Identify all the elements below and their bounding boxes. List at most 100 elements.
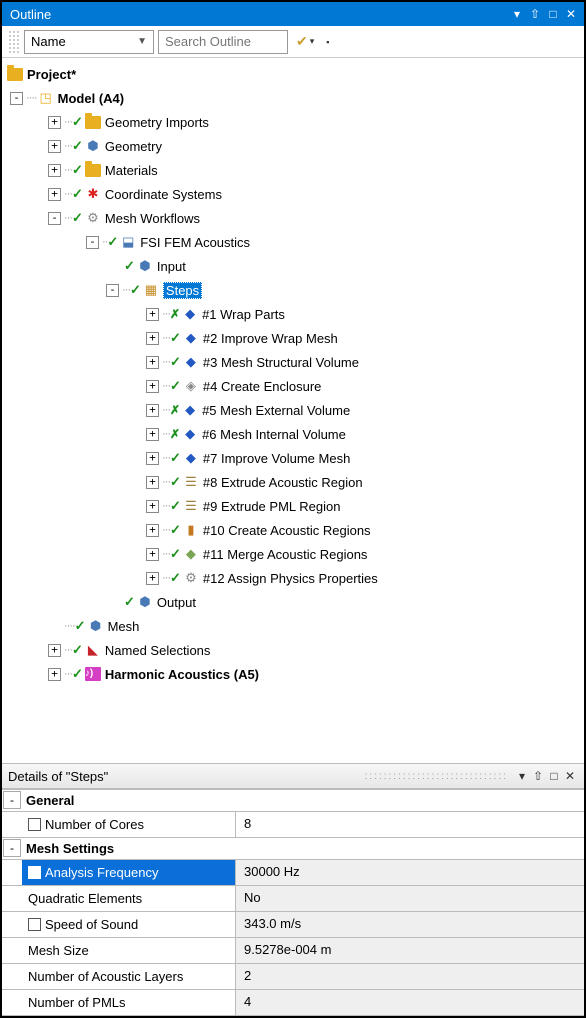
output-label: Output <box>157 595 196 610</box>
tree-step-2[interactable]: +··· ✓ ◆ #2 Improve Wrap Mesh <box>6 326 580 350</box>
input-label: Input <box>157 259 186 274</box>
expander[interactable]: + <box>146 356 159 369</box>
chevron-down-icon: ▼ <box>137 36 147 47</box>
tree-step-1[interactable]: +··· ✗ ◆ #1 Wrap Parts <box>6 302 580 326</box>
check-icon: ✗ <box>170 427 180 441</box>
outline-tree[interactable]: Project* - ···· ◳ Model (A4) + ··· ✓ Geo… <box>2 58 584 763</box>
expander[interactable]: - <box>48 212 61 225</box>
drag-dots-icon[interactable]: :::::::::::::::::::::::::::::: <box>365 771 508 782</box>
tree-step-10[interactable]: +··· ✓ ▮ #10 Create Acoustic Regions <box>6 518 580 542</box>
prop-value[interactable]: 30000 Hz <box>236 860 584 885</box>
expander[interactable]: + <box>146 332 159 345</box>
expander[interactable]: - <box>86 236 99 249</box>
section-general[interactable]: - General <box>2 790 584 812</box>
prop-value[interactable]: 2 <box>236 964 584 989</box>
selection-icon: ◣ <box>84 641 102 659</box>
tree-step-3[interactable]: +··· ✓ ◆ #3 Mesh Structural Volume <box>6 350 580 374</box>
tree-step-11[interactable]: +··· ✓ ◆ #11 Merge Acoustic Regions <box>6 542 580 566</box>
tree-mesh[interactable]: ···· ✓ ⬢ Mesh <box>6 614 580 638</box>
tree-step-8[interactable]: +··· ✓ ☰ #8 Extrude Acoustic Region <box>6 470 580 494</box>
collapse-icon[interactable]: - <box>3 791 21 809</box>
prop-value[interactable]: 8 <box>236 812 584 837</box>
expander[interactable]: + <box>48 140 61 153</box>
expander[interactable]: + <box>146 524 159 537</box>
expander[interactable]: + <box>48 668 61 681</box>
row-num-pmls[interactable]: Number of PMLs 4 <box>2 990 584 1016</box>
expander[interactable]: + <box>146 548 159 561</box>
maximize-icon[interactable]: □ <box>544 7 562 21</box>
tree-named-selections[interactable]: + ··· ✓ ◣ Named Selections <box>6 638 580 662</box>
maximize-icon[interactable]: □ <box>546 769 562 783</box>
row-speed-sound[interactable]: Speed of Sound 343.0 m/s <box>2 912 584 938</box>
checkbox[interactable] <box>28 918 41 931</box>
tree-step-9[interactable]: +··· ✓ ☰ #9 Extrude PML Region <box>6 494 580 518</box>
expander[interactable]: + <box>146 380 159 393</box>
tree-mesh-wf[interactable]: - ··· ✓ ⚙ Mesh Workflows <box>6 206 580 230</box>
expander[interactable]: + <box>146 572 159 585</box>
pin-icon[interactable]: ⇧ <box>526 7 544 21</box>
expander[interactable]: + <box>48 164 61 177</box>
expander[interactable]: + <box>48 116 61 129</box>
row-num-cores[interactable]: Number of Cores 8 <box>2 812 584 838</box>
check-icon: ✓ <box>72 162 83 178</box>
tree-input[interactable]: ✓ ⬢ Input <box>6 254 580 278</box>
tree-geometry[interactable]: + ··· ✓ ⬢ Geometry <box>6 134 580 158</box>
row-quadratic[interactable]: Quadratic Elements No <box>2 886 584 912</box>
tree-fsi[interactable]: - ·· ✓ ⬓ FSI FEM Acoustics <box>6 230 580 254</box>
tree-project[interactable]: Project* <box>6 62 580 86</box>
section-mesh-settings[interactable]: - Mesh Settings <box>2 838 584 860</box>
expander[interactable]: + <box>146 308 159 321</box>
tree-step-12[interactable]: +··· ✓ ⚙ #12 Assign Physics Properties <box>6 566 580 590</box>
row-acoustic-layers[interactable]: Number of Acoustic Layers 2 <box>2 964 584 990</box>
tree-step-7[interactable]: +··· ✓ ◆ #7 Improve Volume Mesh <box>6 446 580 470</box>
prop-value[interactable]: 343.0 m/s <box>236 912 584 937</box>
tree-materials[interactable]: + ··· ✓ Materials <box>6 158 580 182</box>
filter-combo[interactable]: Name ▼ <box>24 30 154 54</box>
expander[interactable]: + <box>146 404 159 417</box>
tree-model[interactable]: - ···· ◳ Model (A4) <box>6 86 580 110</box>
expander[interactable]: - <box>106 284 119 297</box>
checkbox[interactable] <box>28 866 41 879</box>
outline-titlebar: Outline ▾ ⇧ □ ✕ <box>2 2 584 26</box>
close-icon[interactable]: ✕ <box>562 7 580 21</box>
tree-geom-imports[interactable]: + ··· ✓ Geometry Imports <box>6 110 580 134</box>
grip-icon[interactable] <box>8 30 20 54</box>
expander[interactable]: + <box>48 644 61 657</box>
expander[interactable]: - <box>10 92 23 105</box>
dropdown-icon[interactable]: ▾ <box>508 7 526 21</box>
collapse-tool[interactable]: ▪ <box>322 37 333 47</box>
tree-output[interactable]: ✓ ⬢ Output <box>6 590 580 614</box>
row-analysis-freq[interactable]: Analysis Frequency 30000 Hz <box>2 860 584 886</box>
expand-tool[interactable]: ✔▾ <box>292 33 318 50</box>
row-mesh-size[interactable]: Mesh Size 9.5278e-004 m <box>2 938 584 964</box>
check-icon: ✓ <box>170 330 181 346</box>
tree-steps[interactable]: - ··· ✓ ▦ Steps <box>6 278 580 302</box>
tree-step-4[interactable]: +··· ✓ ◈ #4 Create Enclosure <box>6 374 580 398</box>
step-label: #9 Extrude PML Region <box>203 499 341 514</box>
tree-harmonic[interactable]: + ··· ✓ ♪) Harmonic Acoustics (A5) <box>6 662 580 686</box>
tree-coord[interactable]: + ··· ✓ ✱ Coordinate Systems <box>6 182 580 206</box>
checkbox[interactable] <box>28 818 41 831</box>
collapse-icon[interactable]: - <box>3 839 21 857</box>
tree-step-6[interactable]: +··· ✗ ◆ #6 Mesh Internal Volume <box>6 422 580 446</box>
tree-step-5[interactable]: +··· ✗ ◆ #5 Mesh External Volume <box>6 398 580 422</box>
close-icon[interactable]: ✕ <box>562 769 578 783</box>
expander[interactable]: + <box>146 452 159 465</box>
pin-icon[interactable]: ⇧ <box>530 769 546 783</box>
search-input[interactable] <box>158 30 288 54</box>
expander[interactable]: + <box>146 428 159 441</box>
step-label: #7 Improve Volume Mesh <box>203 451 350 466</box>
folder-icon <box>85 164 101 177</box>
geometry-icon: ⬢ <box>84 137 102 155</box>
dropdown-icon[interactable]: ▾ <box>514 769 530 783</box>
prop-value[interactable]: 4 <box>236 990 584 1015</box>
expander[interactable]: + <box>146 476 159 489</box>
fsi-icon: ⬓ <box>119 233 137 251</box>
expander[interactable]: + <box>48 188 61 201</box>
coord-label: Coordinate Systems <box>105 187 222 202</box>
expander[interactable]: + <box>146 500 159 513</box>
fsi-label: FSI FEM Acoustics <box>140 235 250 250</box>
prop-value[interactable]: 9.5278e-004 m <box>236 938 584 963</box>
prop-value[interactable]: No <box>236 886 584 911</box>
harmonic-icon: ♪) <box>85 667 101 681</box>
